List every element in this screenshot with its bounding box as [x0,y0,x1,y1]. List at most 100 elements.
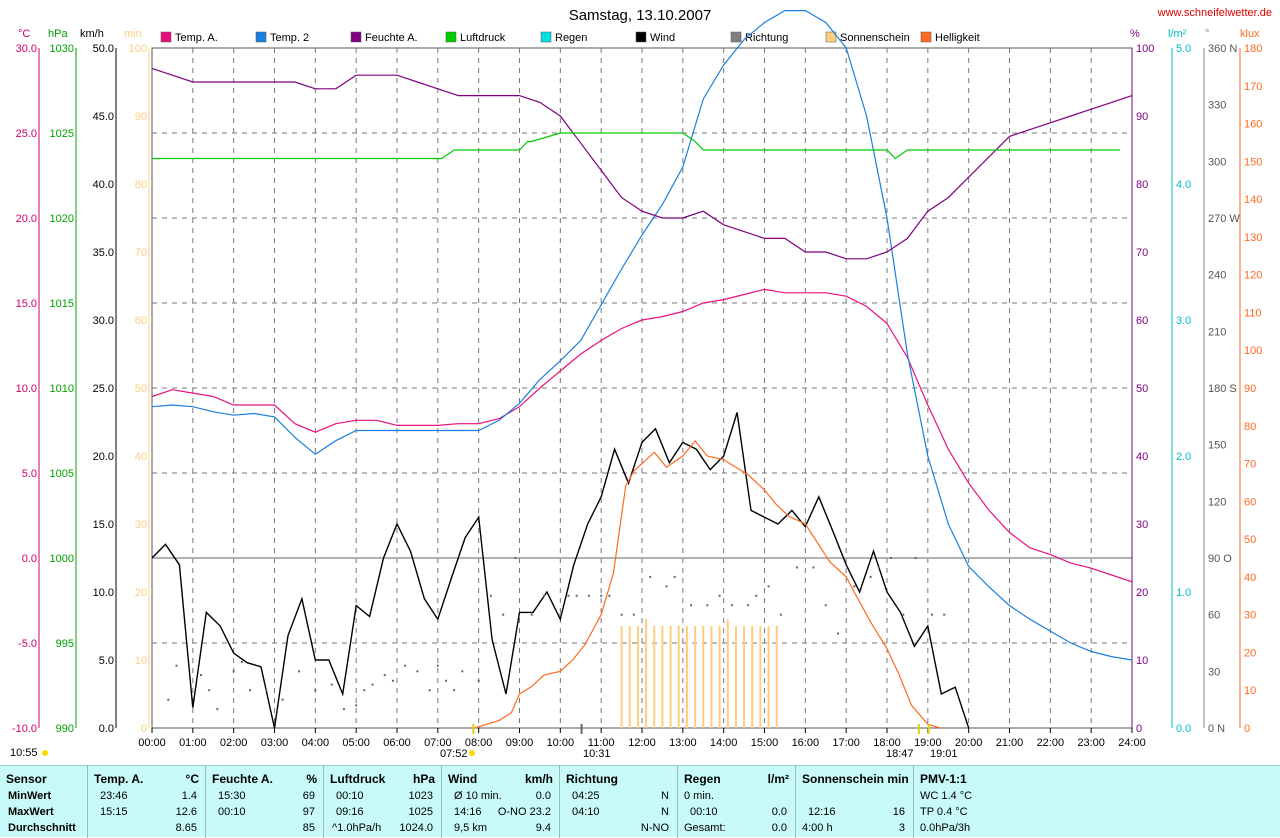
x-tick-label: 10:00 [547,737,575,749]
wind-avg10-value: 0.0 [535,790,551,802]
stats-rain-column: Regen l/m² 0 min. 00:10 0.0 Gesamt: 0.0 [678,766,796,838]
x-tick-label: 04:00 [302,737,330,749]
humidity-tick-label: 30 [1136,519,1148,531]
direction-point [779,613,782,616]
wind-distance: 9,5 km [454,822,488,834]
humidity-min-value: 69 [302,790,315,802]
klux-tick-label: 170 [1244,81,1262,93]
rain-max-time: 00:10 [690,806,718,818]
klux-tick-label: 30 [1244,610,1256,622]
temp-unit-label: °C [18,28,30,40]
temp-unit: °C [185,772,199,786]
minutes-tick-label: 60 [135,315,147,327]
humidity-tick-label: 50 [1136,383,1148,395]
rain-header: Regen [684,772,721,786]
temp-tick-label: 25.0 [16,128,37,140]
pressure-trend: ^1.0hPa/h [332,822,382,834]
moon-label: 10:31 [583,748,611,760]
legend-swatch [445,31,457,43]
direction-point [208,689,211,692]
temp--line [151,10,1133,661]
minutes-tick-label: 30 [135,519,147,531]
direction-point [632,613,635,616]
humidity-tick-label: 100 [1136,43,1154,55]
pressure-tick-label: 1005 [50,468,74,480]
statistics-panel: Sensor MinWert MaxWert Durchschnitt Temp… [0,765,1280,838]
website-link[interactable]: www.schneifelwetter.de [1157,7,1272,19]
minwert-label: MinWert [8,790,52,802]
minutes-tick-label: 90 [135,111,147,123]
direction-point [355,704,358,707]
direction-point [755,594,758,597]
pressure-tick-label: 1015 [50,298,74,310]
minutes-tick-label: 100 [129,43,147,55]
sunrise-sun-icon [469,750,475,756]
direction-tick-label: 60 [1208,610,1220,622]
luftdruck-line [152,132,1120,160]
direction-tick-label: 210 [1208,326,1226,338]
stats-pmv-column: PMV-1:1 WC 1.4 °C TP 0.4 °C 0.0hPa/3h [914,766,1280,838]
direction-tick-label: 0 N [1208,723,1225,735]
direction-point [690,604,692,607]
direction-point [477,679,480,682]
temp-min-value: 1.4 [181,790,197,802]
temp-tick-label: 30.0 [16,43,37,55]
stats-pressure-column: Luftdruck hPa 00:10 1023 09:16 1025 ^1.0… [324,766,442,838]
legend-label: Wind [650,32,675,44]
direction-point [706,604,709,607]
direction-point [837,632,839,635]
klux-unit-label: klux [1240,28,1260,40]
wind-header: Wind [448,772,478,786]
humidity-unit: % [306,772,317,786]
pressure-tick-label: 1010 [50,383,74,395]
pmv-dewpoint: TP 0.4 °C [920,806,968,818]
direction-point [445,679,447,682]
direction-point [673,575,676,578]
humidity-max-value: 97 [302,806,315,818]
legend-label: Richtung [745,32,788,44]
sun-icon [42,750,48,756]
direction-point [200,674,202,677]
direction-point [428,689,431,692]
plot-grid [151,47,1133,729]
direction-point [502,613,505,616]
direction-tick-label: 240 [1208,270,1226,282]
sunshine-header: Sonnenschein min [802,772,909,786]
direction-point [665,585,668,588]
sunshine-total-hours: 4:00 h [802,822,833,834]
direction-point [718,594,721,597]
x-tick-label: 02:00 [220,737,248,749]
direction-point [298,670,300,673]
stats-wind-column: Wind km/h Ø 10 min. 0.0 14:16 O-NO 23.2 … [442,766,560,838]
sunrise-left-label: 10:55 [10,747,38,759]
temp-avg-value: 8.65 [175,822,197,834]
humidity-tick-label: 70 [1136,247,1148,259]
direction-tick-label: 330 [1208,100,1226,112]
pmv-pressure-trend: 0.0hPa/3h [920,822,971,834]
humidity-min-time: 15:30 [218,790,246,802]
sunshine-total-value: 3 [898,822,905,834]
direction-point [559,613,562,616]
temp-max-value: 12.6 [175,806,197,818]
direction-unit-label: ° [1205,28,1209,40]
direction-point [620,613,623,616]
minutes-tick-label: 10 [135,655,147,667]
humidity-tick-label: 20 [1136,587,1148,599]
legend-swatch [255,31,267,43]
x-tick-label: 18:00 [873,737,901,749]
direction-tick-label: 150 [1208,440,1226,452]
pressure-header: Luftdruck [330,772,386,786]
x-tick-label: 01:00 [179,737,207,749]
pressure-unit: hPa [412,772,435,786]
direction-point [914,557,917,559]
direction-tick-label: 120 [1208,496,1226,508]
direction-point [530,613,533,616]
x-tick-label: 17:00 [832,737,860,749]
direction-point [824,604,827,607]
pmv-header: PMV-1:1 [920,772,967,786]
pressure-avg-value: 1024.0 [399,822,433,834]
wind-avg10-label: Ø 10 min. [454,790,502,802]
rain-unit-label: l/m² [1168,28,1187,40]
rain-tick-label: 3.0 [1176,315,1191,327]
klux-tick-label: 80 [1244,421,1256,433]
